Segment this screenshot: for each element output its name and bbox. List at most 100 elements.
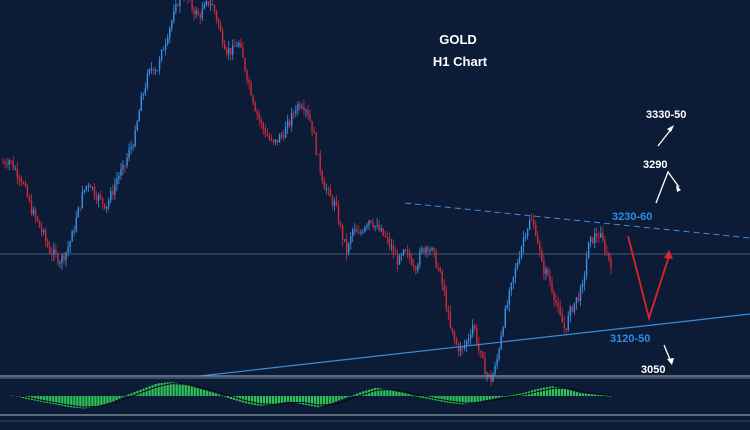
oscillator-bar [566,389,570,396]
candle-body [443,285,445,291]
candle-body [272,140,275,142]
oscillator-bar [473,396,476,403]
oscillator-bar [124,395,127,397]
oscillator-bar [395,391,398,396]
oscillator-bar [79,396,82,409]
candle-body [87,184,90,187]
candle-body [327,188,330,190]
candle-body [20,178,23,183]
candle-body [585,258,588,276]
oscillator-bar [422,396,425,399]
oscillator-bar [350,395,353,397]
candle-body [589,237,592,242]
candle-body [413,264,415,267]
oscillator-bar [97,396,100,406]
oscillator-bar [380,388,383,396]
oscillator-bar [581,393,585,396]
candle-body [274,139,277,142]
oscillator-bar [193,387,196,396]
oscillator-bar [497,396,500,398]
oscillator-bar [329,396,332,404]
candle-body [496,358,498,366]
chart-subtitle: H1 Chart [433,54,488,69]
candle-body [158,59,161,71]
candle-body [301,106,303,108]
oscillator-bar [476,396,479,402]
candle-body [280,135,283,137]
oscillator-bar [353,394,356,396]
oscillator-bar [100,396,103,406]
level-label-3120-50: 3120-50 [610,333,650,345]
oscillator-bar [268,396,272,405]
candle-body [179,0,181,6]
candle-body [101,198,104,204]
oscillator-bar [262,396,266,406]
oscillator-bar [458,396,461,404]
oscillator-bar [443,396,446,403]
candle-body [138,110,140,122]
oscillator-bar [503,396,506,397]
oscillator-bar [494,396,497,399]
candle-body [26,185,29,197]
candle-body [596,233,598,238]
oscillator-bar [341,396,344,400]
oscillator-bar [602,395,606,397]
candle-body [573,303,576,312]
candle-body [169,27,171,38]
candle-body [221,31,224,45]
candle-body [451,327,454,332]
red-projection-arrowhead [664,250,673,259]
candle-body [173,11,175,21]
oscillator-bar [217,394,220,396]
arrow-to-3290 [655,170,680,204]
candle-body [197,10,199,15]
oscillator-bar [103,396,106,405]
candle-body [541,250,543,262]
candle-body [286,120,289,128]
oscillator-bar [22,396,25,399]
candle-body [211,3,214,6]
candle-body [510,282,513,291]
oscillator-bar [271,396,275,405]
candle-body [315,133,317,154]
candle-body [565,328,567,331]
candle-body [386,236,389,238]
oscillator-bar [551,386,555,396]
oscillator-bar [232,396,235,400]
candle-body [18,177,20,179]
candle-body [602,233,604,241]
oscillator-bar [545,387,549,396]
oscillator-signal-line [9,383,613,408]
candle-body [370,220,372,223]
candle-body [207,1,210,5]
oscillator-bar [37,396,40,402]
oscillator-bar [407,394,410,396]
candle-body [526,229,529,237]
chart-title: GOLD [439,32,477,47]
oscillator-bar [280,396,284,403]
candle-body [579,287,582,301]
candle-body [89,184,92,188]
candle-body [140,95,142,111]
candle-body [234,45,236,47]
candle-body [362,231,364,233]
candle-body [354,229,356,231]
candle-body [175,4,177,12]
candle-body [258,113,260,120]
oscillator-panel [0,375,750,422]
oscillator-bar [157,383,160,396]
candle-body [504,308,506,328]
candle-body [36,217,39,221]
candle-body [162,49,165,51]
oscillator-bar [344,396,347,399]
candle-body [299,104,301,108]
arrow-to-3290-head [676,185,681,192]
candle-body [230,48,232,55]
candle-body [209,3,212,5]
oscillator-bar [121,396,124,398]
oscillator-bar [13,395,16,397]
candle-body [577,297,580,301]
oscillator-bar [482,396,485,401]
candle-body [459,347,462,352]
oscillator-bar [449,396,452,404]
